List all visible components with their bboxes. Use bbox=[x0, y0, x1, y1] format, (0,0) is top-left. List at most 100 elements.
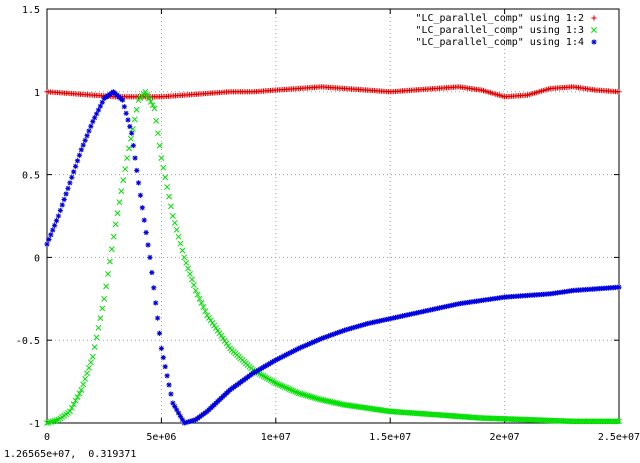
data-point bbox=[273, 357, 279, 363]
data-point bbox=[616, 284, 622, 290]
data-point bbox=[78, 386, 85, 393]
data-point bbox=[616, 89, 622, 95]
data-point bbox=[357, 323, 363, 329]
data-point bbox=[53, 218, 60, 224]
data-point bbox=[340, 328, 346, 334]
data-point bbox=[252, 369, 258, 375]
y-tick-label: 0 bbox=[34, 253, 40, 264]
data-point bbox=[220, 335, 226, 342]
data-point bbox=[313, 395, 320, 402]
data-point bbox=[177, 413, 184, 419]
data-point bbox=[66, 408, 73, 415]
data-point bbox=[345, 326, 351, 332]
data-point bbox=[112, 221, 119, 228]
grid-lines bbox=[47, 9, 619, 423]
data-point bbox=[125, 117, 131, 123]
data-point bbox=[149, 269, 155, 276]
data-point bbox=[294, 346, 300, 352]
data-point bbox=[614, 418, 621, 425]
data-point bbox=[63, 191, 69, 197]
data-point bbox=[262, 363, 268, 369]
data-point bbox=[185, 419, 191, 425]
data-point bbox=[181, 254, 188, 261]
data-point bbox=[97, 103, 103, 109]
data-point bbox=[259, 365, 265, 371]
data-point bbox=[306, 341, 312, 347]
data-point bbox=[108, 246, 115, 253]
x-tick-label: 5e+06 bbox=[146, 432, 176, 443]
data-point bbox=[171, 219, 178, 226]
data-point bbox=[95, 107, 102, 113]
data-point bbox=[45, 419, 52, 426]
data-point bbox=[87, 359, 94, 366]
data-point bbox=[101, 295, 108, 302]
legend-label: "LC_parallel_comp" using 1:4 bbox=[415, 37, 584, 48]
x-tick-label: 1e+07 bbox=[261, 432, 291, 443]
data-point bbox=[162, 364, 168, 370]
data-point bbox=[139, 205, 145, 211]
data-point bbox=[250, 370, 256, 376]
data-point bbox=[352, 324, 358, 330]
data-point bbox=[89, 353, 96, 360]
legend-marker bbox=[591, 15, 597, 21]
data-point bbox=[304, 342, 311, 348]
data-point bbox=[82, 137, 88, 143]
data-point bbox=[156, 330, 163, 336]
data-point bbox=[341, 327, 348, 333]
data-point bbox=[272, 380, 279, 387]
data-point bbox=[315, 395, 321, 402]
data-point bbox=[326, 333, 332, 339]
data-point bbox=[147, 254, 153, 260]
data-point bbox=[336, 400, 343, 407]
data-point bbox=[141, 217, 147, 223]
data-point bbox=[292, 347, 298, 353]
data-point bbox=[204, 312, 211, 319]
data-point bbox=[306, 393, 313, 400]
data-point bbox=[315, 337, 321, 343]
data-point bbox=[170, 400, 176, 406]
data-point bbox=[51, 417, 58, 424]
data-point bbox=[86, 128, 92, 134]
data-point bbox=[133, 106, 140, 113]
data-point bbox=[336, 329, 342, 335]
data-point bbox=[53, 417, 60, 424]
data-point bbox=[57, 207, 63, 214]
data-point bbox=[169, 213, 176, 219]
data-point bbox=[320, 335, 326, 341]
data-point bbox=[188, 276, 195, 283]
data-point bbox=[209, 320, 216, 326]
data-point bbox=[78, 147, 84, 153]
data-point bbox=[179, 417, 185, 423]
data-point bbox=[142, 88, 149, 95]
data-point bbox=[48, 232, 54, 238]
data-point bbox=[359, 322, 365, 328]
data-point bbox=[151, 285, 157, 291]
data-point bbox=[175, 410, 182, 416]
data-point bbox=[318, 396, 325, 403]
data-point bbox=[283, 352, 289, 358]
data-point bbox=[166, 382, 172, 388]
data-point bbox=[103, 283, 110, 290]
data-point bbox=[309, 394, 316, 401]
y-tick-label: -0.5 bbox=[16, 336, 40, 347]
data-point bbox=[207, 317, 214, 324]
data-point bbox=[183, 419, 189, 426]
x-tick-label: 2.5e+07 bbox=[598, 432, 640, 443]
data-point bbox=[327, 398, 334, 405]
data-point bbox=[174, 407, 180, 413]
data-point bbox=[286, 386, 293, 393]
data-point bbox=[99, 99, 105, 105]
y-tick-label: 1.5 bbox=[22, 5, 40, 16]
data-point bbox=[189, 418, 195, 424]
data-point bbox=[76, 390, 83, 397]
data-point bbox=[362, 321, 369, 327]
data-point bbox=[160, 164, 167, 171]
data-point bbox=[185, 265, 192, 272]
legend-label: "LC_parallel_comp" using 1:2 bbox=[415, 13, 584, 24]
data-point bbox=[129, 130, 135, 136]
data-point bbox=[166, 193, 172, 200]
data-point bbox=[130, 143, 136, 149]
data-point bbox=[95, 324, 102, 331]
data-point bbox=[47, 418, 54, 425]
